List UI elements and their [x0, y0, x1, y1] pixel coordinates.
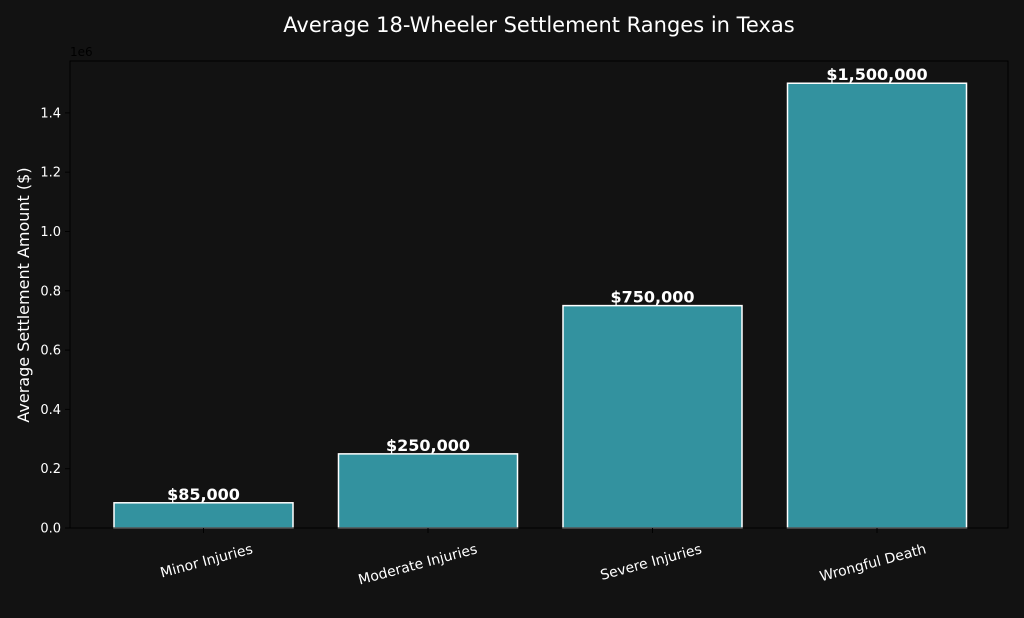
- y-tick-label: 1.0: [40, 225, 61, 240]
- bar-value-label: $750,000: [610, 288, 694, 307]
- y-tick-label: 0.0: [40, 522, 61, 537]
- y-tick-label: 0.2: [40, 462, 61, 477]
- bar-minor-injuries: [113, 502, 294, 529]
- bar-moderate-injuries: [337, 453, 519, 529]
- plot-area-frame: [69, 60, 1009, 529]
- bars-group: [113, 82, 968, 529]
- bar-value-label: $85,000: [167, 485, 240, 504]
- chart-title: Average 18-Wheeler Settlement Ranges in …: [283, 13, 794, 37]
- y-axis-label: Average Settlement Amount ($): [14, 167, 33, 422]
- y-tick-label: 0.8: [40, 284, 61, 299]
- y-axis-ticks: 0.0 0.2 0.4 0.6 0.8 1.0 1.2 1.4: [40, 106, 70, 537]
- y-tick-label: 0.4: [40, 403, 61, 418]
- bar-severe-injuries: [562, 304, 743, 529]
- value-labels-group: $85,000 $250,000 $750,000 $1,500,000: [167, 65, 928, 504]
- bar-value-label: $250,000: [386, 436, 470, 455]
- bar-value-label: $1,500,000: [826, 65, 927, 84]
- y-tick-label: 1.2: [40, 166, 61, 181]
- bar-wrongful-death: [786, 82, 968, 529]
- y-tick-label: 1.4: [40, 106, 61, 121]
- y-tick-label: 0.6: [40, 344, 61, 359]
- y-axis-offset-label: 1e6: [70, 45, 93, 59]
